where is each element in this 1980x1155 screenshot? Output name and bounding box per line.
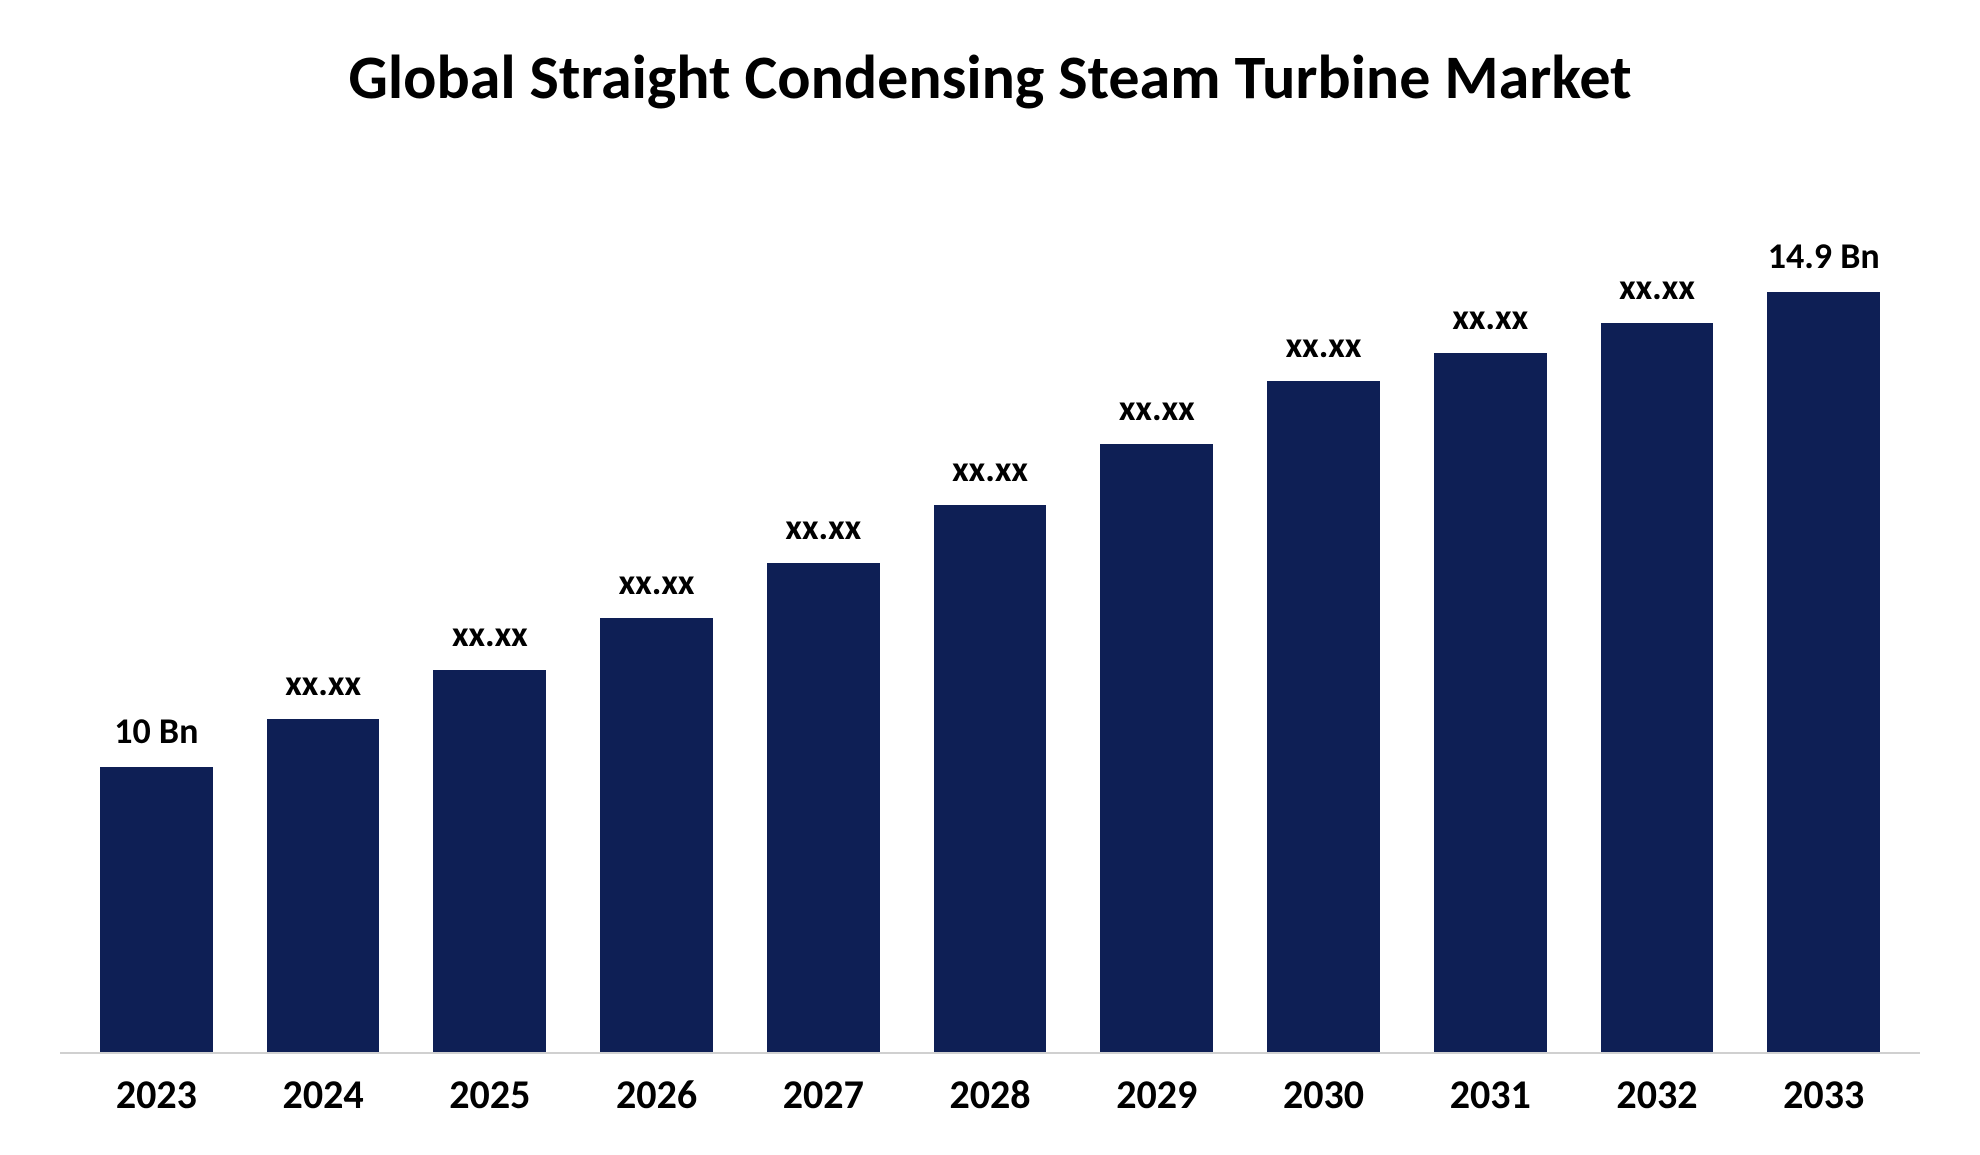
x-axis: 2023 2024 2025 2026 2027 2028 2029 2030 … [60,1054,1920,1119]
bar-col: xx.xx [600,234,713,1052]
x-tick-label: 2023 [100,1070,213,1119]
bar-value-label: xx.xx [619,560,695,604]
bar-col: xx.xx [1267,234,1380,1052]
bar [1434,353,1547,1052]
bar-value-label: xx.xx [1286,323,1362,367]
bar-value-label: xx.xx [1119,386,1195,430]
bar [767,563,880,1053]
x-tick-label: 2032 [1601,1070,1714,1119]
x-tick-label: 2029 [1100,1070,1213,1119]
bar [600,618,713,1053]
bar-value-label: xx.xx [1619,265,1695,309]
bar-value-label: 10 Bn [114,709,198,753]
x-tick-label: 2025 [433,1070,546,1119]
bar-col: xx.xx [1100,234,1213,1052]
bar-col: 14.9 Bn [1767,234,1880,1052]
bar [1601,323,1714,1052]
bar-col: xx.xx [767,234,880,1052]
bar [433,670,546,1052]
bar [934,505,1047,1052]
bar-col: xx.xx [934,234,1047,1052]
x-tick-label: 2027 [767,1070,880,1119]
x-tick-label: 2033 [1767,1070,1880,1119]
bar-col: 10 Bn [100,234,213,1052]
bar-col: xx.xx [267,234,380,1052]
chart-title: Global Straight Condensing Steam Turbine… [348,40,1631,114]
bar [100,767,213,1053]
bar [1267,381,1380,1052]
bar-col: xx.xx [1601,234,1714,1052]
bar-col: xx.xx [433,234,546,1052]
bar-value-label: xx.xx [952,447,1028,491]
bar-value-label: xx.xx [285,661,361,705]
x-tick-label: 2028 [934,1070,1047,1119]
bar [267,719,380,1052]
bar-value-label: xx.xx [452,612,528,656]
x-tick-label: 2026 [600,1070,713,1119]
x-tick-label: 2030 [1267,1070,1380,1119]
x-tick-label: 2031 [1434,1070,1547,1119]
bar [1100,444,1213,1052]
bar-value-label: xx.xx [1452,295,1528,339]
bar-value-label: xx.xx [785,505,861,549]
x-tick-label: 2024 [267,1070,380,1119]
plot-area: 10 Bn xx.xx xx.xx xx.xx xx.xx xx.xx xx.x… [60,234,1920,1054]
bar [1767,292,1880,1052]
bar-value-label: 14.9 Bn [1768,234,1880,278]
bar-col: xx.xx [1434,234,1547,1052]
chart-area: 10 Bn xx.xx xx.xx xx.xx xx.xx xx.xx xx.x… [60,234,1920,1119]
